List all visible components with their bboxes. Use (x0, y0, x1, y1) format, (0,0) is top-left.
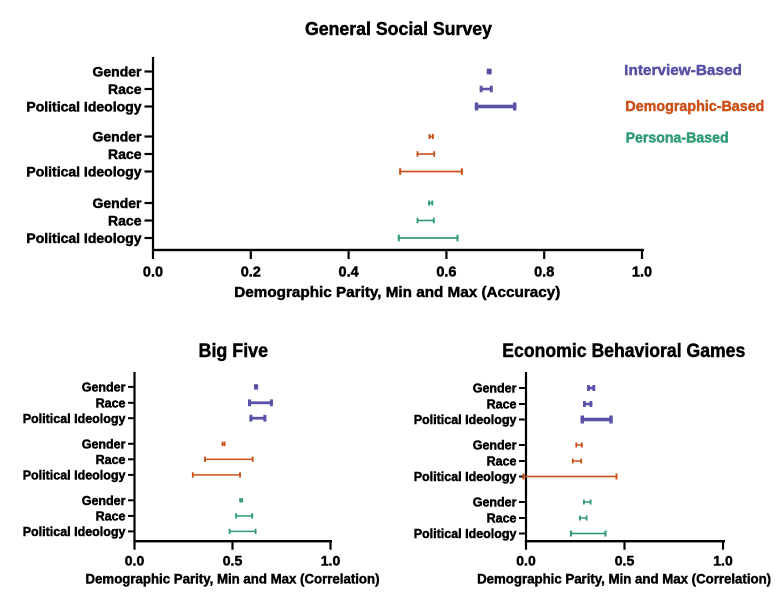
svg-text:Gender: Gender (82, 381, 126, 395)
svg-text:0.8: 0.8 (534, 265, 554, 281)
svg-text:Persona-Based: Persona-Based (626, 130, 729, 147)
svg-text:Political Ideology: Political Ideology (414, 470, 517, 484)
svg-text:Political Ideology: Political Ideology (414, 413, 517, 427)
svg-text:Political Ideology: Political Ideology (414, 527, 517, 541)
svg-text:Demographic-Based: Demographic-Based (625, 98, 764, 115)
svg-text:Demographic Parity, Min and Ma: Demographic Parity, Min and Max (Correla… (477, 571, 771, 587)
svg-text:Race: Race (108, 146, 142, 162)
svg-text:Economic Behavioral Games: Economic Behavioral Games (502, 341, 745, 362)
svg-text:Race: Race (487, 512, 517, 526)
svg-text:Race: Race (96, 397, 126, 411)
svg-text:Race: Race (487, 398, 517, 412)
svg-text:Demographic Parity, Min and Ma: Demographic Parity, Min and Max (Accurac… (234, 284, 560, 301)
svg-text:Gender: Gender (92, 64, 142, 80)
svg-text:Gender: Gender (473, 439, 517, 453)
svg-text:0.0: 0.0 (143, 265, 163, 281)
svg-text:Gender: Gender (82, 438, 126, 452)
svg-text:0.4: 0.4 (339, 265, 359, 281)
svg-text:Race: Race (96, 453, 126, 467)
svg-text:0.0: 0.0 (516, 553, 536, 569)
svg-text:0.0: 0.0 (125, 553, 145, 569)
svg-text:Gender: Gender (473, 496, 517, 510)
svg-text:Interview-Based: Interview-Based (624, 62, 742, 79)
svg-text:Gender: Gender (92, 195, 142, 211)
svg-text:1.0: 1.0 (632, 265, 652, 281)
svg-text:General Social Survey: General Social Survey (305, 19, 492, 39)
svg-text:Political Ideology: Political Ideology (23, 469, 126, 483)
svg-text:0.5: 0.5 (615, 553, 635, 569)
svg-text:Gender: Gender (82, 494, 126, 508)
svg-text:Race: Race (108, 213, 142, 229)
svg-text:1.0: 1.0 (321, 553, 341, 569)
svg-text:1.0: 1.0 (713, 553, 733, 569)
svg-text:Demographic Parity, Min and Ma: Demographic Parity, Min and Max (Correla… (86, 571, 380, 587)
svg-text:Political Ideology: Political Ideology (26, 164, 141, 180)
svg-text:Gender: Gender (473, 382, 517, 396)
svg-text:Big Five: Big Five (199, 341, 269, 362)
svg-text:0.5: 0.5 (223, 553, 243, 569)
svg-text:0.6: 0.6 (436, 265, 456, 281)
svg-text:0.2: 0.2 (241, 265, 261, 281)
svg-text:Race: Race (108, 81, 142, 97)
svg-text:Political Ideology: Political Ideology (26, 99, 141, 115)
svg-text:Political Ideology: Political Ideology (26, 230, 141, 246)
svg-text:Race: Race (487, 455, 517, 469)
svg-text:Political Ideology: Political Ideology (23, 525, 126, 539)
svg-text:Political Ideology: Political Ideology (23, 412, 126, 426)
svg-text:Race: Race (96, 510, 126, 524)
svg-text:Gender: Gender (92, 129, 142, 145)
